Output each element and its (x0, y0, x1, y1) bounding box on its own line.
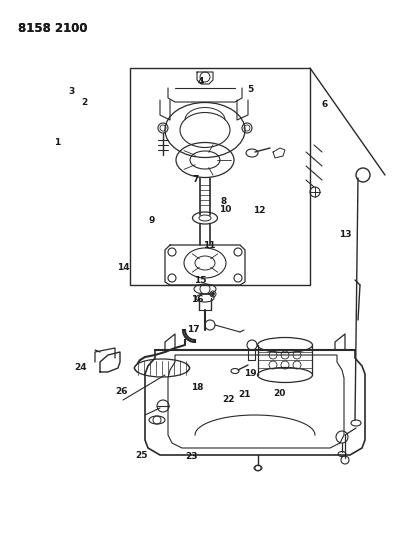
Text: 25: 25 (136, 451, 148, 460)
Text: 3: 3 (69, 87, 75, 96)
Text: 9: 9 (149, 216, 155, 224)
Text: 1: 1 (54, 139, 61, 147)
Text: 21: 21 (238, 390, 251, 399)
Text: 20: 20 (273, 389, 286, 398)
Text: 2: 2 (81, 98, 88, 107)
Circle shape (212, 293, 215, 295)
Text: 13: 13 (339, 230, 351, 239)
Text: 8158 2100: 8158 2100 (18, 22, 88, 35)
Text: 23: 23 (185, 453, 197, 461)
Text: 4: 4 (197, 77, 204, 85)
Text: 18: 18 (191, 383, 203, 392)
Text: 24: 24 (74, 364, 86, 372)
Text: 16: 16 (191, 295, 203, 304)
Text: 17: 17 (187, 325, 199, 334)
Text: 26: 26 (115, 387, 127, 396)
Text: 5: 5 (247, 85, 254, 94)
Text: 12: 12 (253, 206, 265, 215)
Text: 8158 2100: 8158 2100 (18, 22, 88, 35)
Text: 8: 8 (221, 197, 227, 206)
Text: 10: 10 (219, 205, 231, 214)
Text: 15: 15 (194, 276, 207, 285)
Text: 7: 7 (192, 175, 199, 184)
Text: 6: 6 (321, 100, 328, 109)
Text: 14: 14 (117, 263, 129, 272)
Text: 22: 22 (222, 395, 234, 404)
Text: 11: 11 (203, 241, 216, 249)
Text: 19: 19 (245, 369, 257, 377)
